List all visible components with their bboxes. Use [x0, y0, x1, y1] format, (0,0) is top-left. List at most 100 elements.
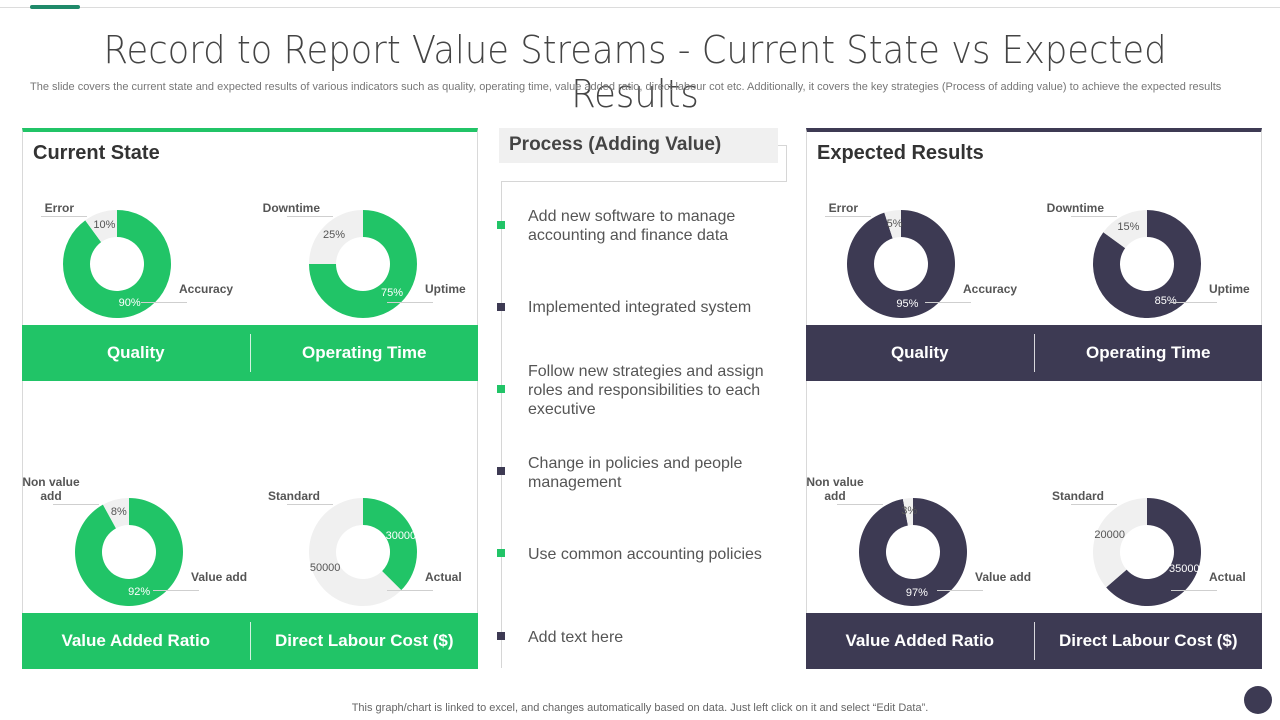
category-label: Value add: [975, 570, 1032, 584]
bullet-icon: [497, 467, 505, 475]
category-label: Non value add: [806, 475, 864, 503]
leader-line: [1171, 302, 1217, 303]
slice-actual: [1106, 498, 1201, 606]
slice-error: [884, 210, 901, 239]
donut-chart[interactable]: 85% 15% Uptime Downtime: [1047, 201, 1250, 318]
leader-line: [41, 216, 87, 217]
data-label: 30000: [385, 530, 417, 543]
data-label: 97%: [905, 586, 928, 599]
leader-line: [1071, 216, 1117, 217]
data-label: 25%: [323, 229, 346, 242]
bullet-icon: [497, 549, 505, 557]
slice-standard: [1093, 498, 1147, 588]
category-label: Standard: [267, 489, 320, 503]
slice-standard: [309, 498, 402, 606]
leader-line: [153, 590, 199, 591]
slice-actual: [363, 498, 417, 591]
data-label: 85%: [1154, 294, 1177, 307]
leader-line: [925, 302, 971, 303]
leader-line: [937, 590, 983, 591]
slice-error: [85, 210, 117, 243]
slice-accuracy: [847, 210, 955, 318]
category-label: Actual: [1209, 570, 1246, 584]
chart-title-direct-labour-cost: Direct Labour Cost ($): [274, 631, 454, 650]
leader-line: [1071, 504, 1117, 505]
slice-uptime: [1093, 210, 1201, 318]
process-item: Implemented integrated system: [528, 299, 752, 316]
slice-non-value-add: [102, 498, 129, 529]
footer-note: This graph/chart is linked to excel, and…: [351, 702, 929, 714]
bullet-icon: [497, 632, 505, 640]
category-label: Standard: [1051, 489, 1104, 503]
slice-downtime: [1103, 210, 1147, 249]
leader-line: [1171, 590, 1217, 591]
band-bottom: Value Added Ratio Direct Labour Cost ($): [22, 613, 478, 669]
data-label: 5%: [886, 217, 903, 230]
timeline-line: [501, 181, 502, 668]
chart-title-value-added-ratio: Value Added Ratio: [61, 631, 211, 650]
process-item: Use common accounting policies: [528, 546, 762, 563]
donut-chart[interactable]: 30000 50000 Actual Standard: [268, 489, 462, 606]
slice-value-add: [859, 498, 967, 606]
page-title: Record to Report Value Streams - Current…: [103, 28, 1167, 116]
bullet-icon: [497, 385, 505, 393]
leader-line: [825, 216, 871, 217]
leader-line: [141, 302, 187, 303]
accent-tab: [30, 5, 80, 9]
category-label: Uptime: [425, 282, 466, 296]
process-item: Change in policies and people management: [528, 455, 743, 491]
leader-line: [287, 504, 333, 505]
panel-title: Current State: [33, 142, 160, 164]
donut-chart[interactable]: 95% 5% Accuracy Error: [825, 201, 1017, 318]
process-item: Add new software to manage accounting an…: [528, 208, 736, 244]
data-label: 50000: [309, 561, 341, 574]
category-label: Downtime: [262, 201, 320, 215]
donut-chart[interactable]: 90% 10% Accuracy Error: [41, 201, 233, 318]
leader-line: [53, 504, 99, 505]
category-label: Value add: [191, 570, 248, 584]
chart-title-operating-time: Operating Time: [302, 343, 427, 362]
category-label: Error: [44, 201, 74, 215]
slice-accuracy: [62, 210, 171, 318]
category-label: Actual: [425, 570, 462, 584]
band-top: Quality Operating Time: [22, 325, 478, 381]
data-label: 15%: [1117, 221, 1140, 234]
leader-line: [287, 216, 333, 217]
chart-title-operating-time: Operating Time: [1086, 343, 1211, 362]
nav-circle-icon[interactable]: [1244, 686, 1272, 714]
bullet-icon: [497, 221, 505, 229]
divider: [249, 334, 251, 372]
process-item: Add text here: [528, 629, 624, 646]
donut-chart[interactable]: 92% 8% Value add Non value add: [22, 475, 247, 606]
data-label: 75%: [380, 286, 403, 299]
band-bottom: Value Added Ratio Direct Labour Cost ($): [806, 613, 1262, 669]
leader-line: [837, 504, 883, 505]
category-label: Downtime: [1046, 201, 1104, 215]
category-label: Accuracy: [963, 282, 1018, 296]
data-label: 8%: [110, 506, 127, 519]
divider: [1033, 334, 1035, 372]
slice-value-add: [75, 498, 183, 606]
donut-chart[interactable]: 75% 25% Uptime Downtime: [263, 201, 466, 318]
data-label: 3%: [901, 505, 918, 518]
divider: [1033, 622, 1035, 660]
connector-line: [501, 181, 787, 182]
bullet-icon: [497, 303, 505, 311]
leader-line: [387, 590, 433, 591]
process-header: Process (Adding Value): [499, 128, 778, 163]
donut-chart[interactable]: 97% 3% Value add Non value add: [806, 475, 1031, 606]
category-label: Non value add: [22, 475, 80, 503]
connector-line: [786, 145, 787, 182]
leader-line: [387, 302, 433, 303]
divider: [249, 622, 251, 660]
connector-line: [778, 145, 786, 146]
panel-title: Expected Results: [817, 142, 984, 164]
band-top: Quality Operating Time: [806, 325, 1262, 381]
category-label: Error: [828, 201, 858, 215]
chart-title-quality: Quality: [106, 343, 165, 362]
data-label: 90%: [118, 296, 141, 309]
data-label: 92%: [128, 585, 151, 598]
donut-chart[interactable]: 35000 20000 Actual Standard: [1052, 489, 1246, 606]
data-label: 35000: [1168, 563, 1200, 576]
page-subtitle: The slide covers the current state and e…: [30, 81, 1222, 93]
